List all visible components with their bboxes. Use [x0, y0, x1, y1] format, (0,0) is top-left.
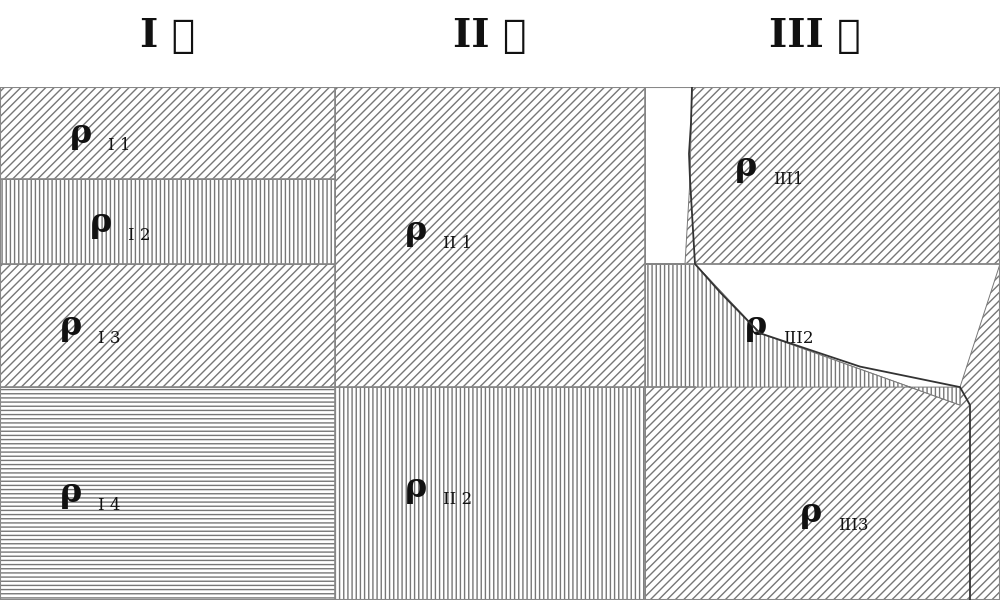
Text: III2: III2 — [783, 330, 814, 347]
Text: III 区: III 区 — [769, 17, 861, 55]
Text: ρ: ρ — [800, 496, 822, 529]
Text: II 2: II 2 — [443, 491, 472, 508]
Text: ρ: ρ — [60, 309, 82, 342]
Polygon shape — [335, 87, 645, 387]
Polygon shape — [645, 264, 960, 405]
Text: I 区: I 区 — [140, 17, 196, 55]
Polygon shape — [335, 387, 645, 600]
Text: ρ: ρ — [735, 150, 757, 183]
Text: ρ: ρ — [405, 214, 427, 247]
Text: II 区: II 区 — [453, 17, 527, 55]
Text: III3: III3 — [838, 517, 869, 534]
Text: I 1: I 1 — [108, 137, 130, 154]
Text: I 2: I 2 — [128, 227, 150, 244]
Text: I 4: I 4 — [98, 497, 120, 514]
Polygon shape — [645, 264, 1000, 600]
Polygon shape — [0, 387, 335, 600]
Text: ρ: ρ — [70, 116, 92, 149]
Text: ρ: ρ — [745, 309, 767, 342]
Polygon shape — [0, 87, 335, 179]
Polygon shape — [645, 87, 1000, 264]
Text: III1: III1 — [773, 171, 804, 188]
Text: ρ: ρ — [60, 476, 82, 509]
Text: ρ: ρ — [405, 470, 427, 503]
Polygon shape — [0, 264, 335, 387]
Text: I 3: I 3 — [98, 330, 120, 347]
Polygon shape — [0, 179, 335, 264]
Text: II 1: II 1 — [443, 235, 472, 252]
Text: ρ: ρ — [90, 206, 112, 239]
